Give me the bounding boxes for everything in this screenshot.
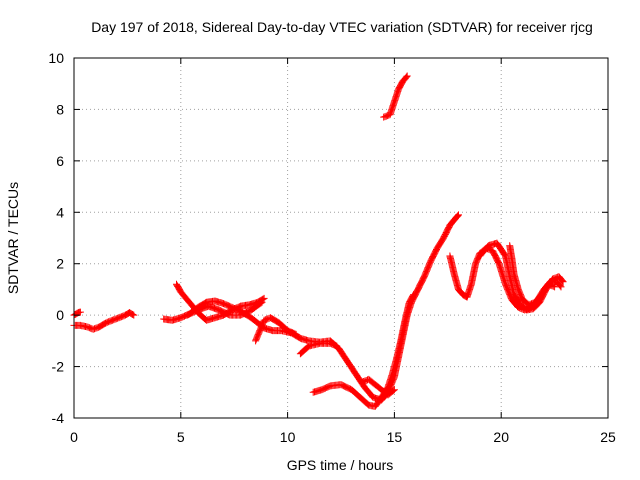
series-arc1 bbox=[70, 308, 84, 319]
series-arc7 bbox=[296, 339, 341, 358]
series-arc10 bbox=[380, 72, 411, 121]
x-tick-label: 15 bbox=[387, 429, 403, 445]
data-points bbox=[173, 280, 268, 324]
y-axis-label: SDTVAR / TECUs bbox=[5, 182, 21, 294]
x-tick-label: 5 bbox=[177, 429, 185, 445]
y-tick-label: 2 bbox=[56, 256, 64, 272]
x-axis-label: GPS time / hours bbox=[287, 457, 394, 473]
x-tick-label: 25 bbox=[600, 429, 616, 445]
series-arc6 bbox=[252, 314, 300, 345]
grid bbox=[74, 58, 608, 418]
data-points bbox=[309, 291, 418, 410]
x-tick-label: 20 bbox=[493, 429, 509, 445]
data-points bbox=[358, 375, 398, 399]
data-points bbox=[70, 308, 84, 319]
y-tick-label: 10 bbox=[48, 50, 64, 66]
x-tick-label: 10 bbox=[280, 429, 296, 445]
data-series bbox=[70, 72, 567, 410]
y-tick-label: -4 bbox=[52, 410, 65, 426]
series-arc5 bbox=[183, 298, 266, 319]
data-points bbox=[296, 339, 341, 358]
y-tick-label: 4 bbox=[56, 204, 64, 220]
axis-ticks: 0 5 10 15 20 25 -4 -2 0 2 4 6 8 10 bbox=[48, 50, 616, 445]
data-points bbox=[380, 72, 411, 121]
series-arc8 bbox=[309, 291, 418, 410]
y-tick-label: 8 bbox=[56, 101, 64, 117]
data-points bbox=[183, 298, 266, 319]
data-points bbox=[252, 314, 300, 345]
data-points bbox=[506, 242, 559, 309]
y-tick-label: 6 bbox=[56, 153, 64, 169]
x-tick-label: 0 bbox=[70, 429, 78, 445]
plot-frame bbox=[73, 57, 609, 419]
chart-title: Day 197 of 2018, Sidereal Day-to-day VTE… bbox=[91, 19, 593, 35]
y-tick-label: -2 bbox=[52, 359, 65, 375]
y-tick-label: 0 bbox=[56, 307, 64, 323]
series-arc9 bbox=[358, 375, 398, 399]
series-arc13 bbox=[506, 242, 559, 309]
series-arc4 bbox=[173, 280, 268, 324]
